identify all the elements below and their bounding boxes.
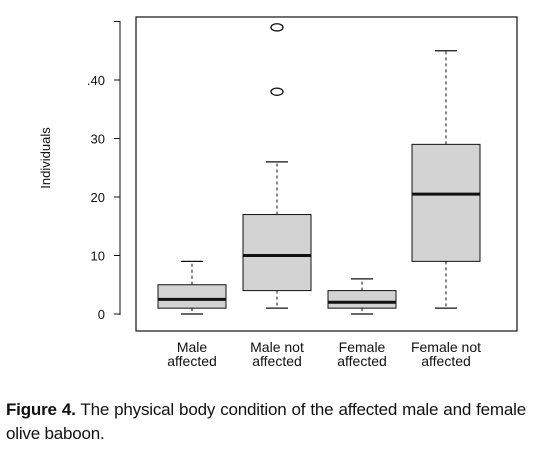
y-tick-label: 20 — [91, 190, 105, 205]
boxplot-boxes — [157, 23, 481, 315]
x-tick-label: Female not affected — [411, 339, 481, 369]
box-group — [411, 50, 481, 309]
y-tick-label: 30 — [91, 132, 105, 147]
y-tick-label: .40 — [87, 73, 105, 88]
y-tick-label: 10 — [91, 249, 105, 264]
box-group — [242, 23, 312, 309]
x-tick-label: Male affected — [167, 339, 217, 369]
box-group — [327, 278, 397, 315]
outlier-point — [270, 87, 284, 96]
box — [327, 290, 397, 309]
box-group — [157, 260, 227, 315]
outlier-point — [270, 23, 284, 32]
boxplot-chart: 0 10 20 30 .40 Individuals Male affected Male … — [38, 16, 518, 369]
y-axis-label: Individuals — [38, 127, 53, 189]
x-tick-label: Female affected — [337, 339, 387, 369]
x-axis-labels: Male affected Male not affected Female affect… — [167, 339, 481, 369]
box — [242, 214, 312, 292]
plot-frame — [135, 16, 518, 332]
caption-text: The physical body condition of the affec… — [6, 400, 526, 443]
y-axis-ticks: 0 10 20 30 .40 — [87, 21, 120, 322]
box — [411, 143, 481, 262]
y-tick-label: 0 — [98, 307, 105, 322]
box — [157, 284, 227, 309]
figure-label: Figure 4. — [6, 400, 76, 419]
figure-caption: Figure 4. The physical body condition of… — [6, 398, 526, 446]
x-tick-label: Male not affected — [250, 339, 304, 369]
